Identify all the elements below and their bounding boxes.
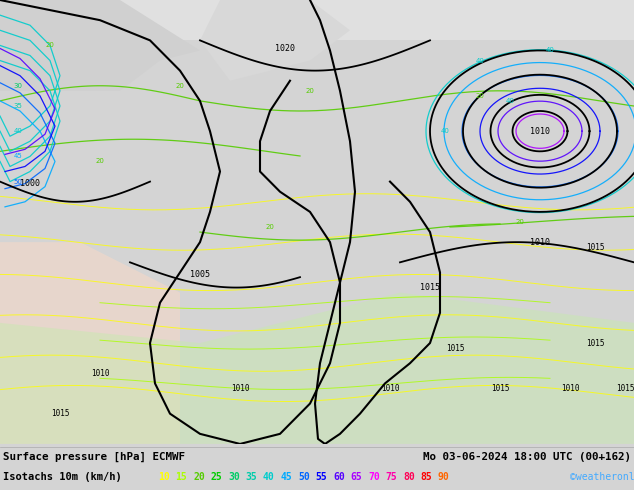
Text: 90: 90 [438, 472, 450, 482]
Text: 40: 40 [505, 98, 514, 104]
Text: 60: 60 [333, 472, 345, 482]
Text: 50: 50 [298, 472, 310, 482]
Text: 40: 40 [476, 57, 484, 64]
Text: 20: 20 [176, 83, 184, 89]
Text: 1015: 1015 [420, 283, 440, 292]
Text: Surface pressure [hPa] ECMWF: Surface pressure [hPa] ECMWF [3, 452, 185, 462]
Text: Mo 03-06-2024 18:00 UTC (00+162): Mo 03-06-2024 18:00 UTC (00+162) [423, 452, 631, 462]
Text: Isotachs 10m (km/h): Isotachs 10m (km/h) [3, 472, 122, 482]
Text: 1015: 1015 [586, 243, 604, 252]
Text: 40: 40 [546, 48, 555, 53]
Text: 80: 80 [403, 472, 415, 482]
Text: 30: 30 [228, 472, 240, 482]
Text: 1020: 1020 [275, 44, 295, 53]
Text: 20: 20 [476, 93, 484, 99]
Text: 50: 50 [13, 179, 22, 185]
Text: 1005: 1005 [190, 270, 210, 279]
Polygon shape [0, 0, 200, 91]
Text: ©weatheronline.co.uk: ©weatheronline.co.uk [570, 472, 634, 482]
Polygon shape [0, 242, 180, 444]
Text: 65: 65 [351, 472, 362, 482]
Text: 10: 10 [158, 472, 170, 482]
Text: 15: 15 [176, 472, 187, 482]
Text: 20: 20 [96, 158, 105, 165]
Polygon shape [200, 0, 350, 81]
Text: 1010: 1010 [91, 369, 109, 378]
Text: 1015: 1015 [616, 384, 634, 393]
Text: 1010: 1010 [381, 384, 399, 393]
Text: 55: 55 [316, 472, 327, 482]
Text: 75: 75 [385, 472, 398, 482]
Text: 1000: 1000 [20, 179, 40, 188]
Text: 40: 40 [263, 472, 275, 482]
Text: 30: 30 [13, 83, 22, 89]
Text: 1010: 1010 [231, 384, 249, 393]
Text: 20: 20 [46, 43, 55, 49]
Text: 1015: 1015 [446, 343, 464, 353]
Text: 1015: 1015 [51, 409, 69, 418]
Text: 35: 35 [245, 472, 257, 482]
Text: 1010: 1010 [530, 238, 550, 246]
Text: 40: 40 [13, 128, 22, 134]
Text: 40: 40 [441, 128, 450, 134]
Text: 20: 20 [193, 472, 205, 482]
Text: 25: 25 [210, 472, 223, 482]
Text: 85: 85 [420, 472, 432, 482]
Text: 1010: 1010 [560, 384, 579, 393]
Text: 1015: 1015 [586, 339, 604, 347]
Text: 1015: 1015 [491, 384, 509, 393]
Text: 70: 70 [368, 472, 380, 482]
Text: 45: 45 [280, 472, 292, 482]
Text: 20: 20 [266, 224, 275, 230]
Polygon shape [0, 293, 634, 444]
Text: 20: 20 [515, 219, 524, 225]
Text: 1010: 1010 [530, 126, 550, 136]
Text: 45: 45 [13, 153, 22, 159]
Bar [0, 0, 634, 40]
Text: 20: 20 [306, 88, 314, 94]
Text: 35: 35 [13, 103, 22, 109]
